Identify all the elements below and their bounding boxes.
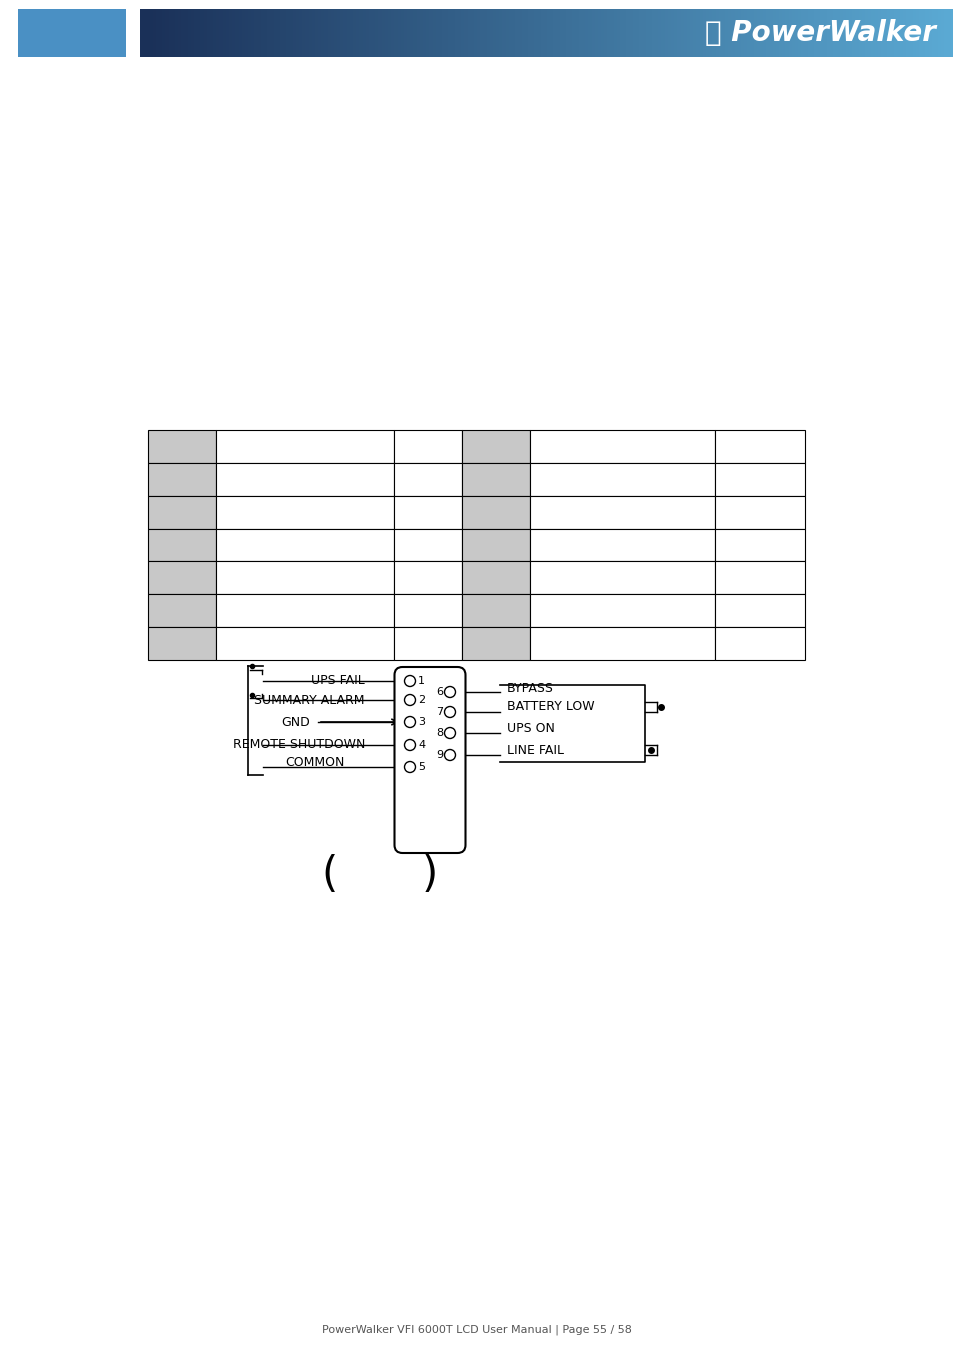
Bar	[215, 627, 394, 660]
Bar	[461, 627, 530, 660]
Bar	[148, 430, 215, 462]
Bar	[461, 496, 530, 529]
Bar	[394, 529, 461, 561]
Bar	[530, 595, 714, 627]
Bar	[461, 529, 530, 561]
Bar	[714, 627, 804, 660]
Bar	[530, 627, 714, 660]
Text: 5: 5	[417, 763, 424, 772]
Text: PowerWalker VFI 6000T LCD User Manual | Page 55 / 58: PowerWalker VFI 6000T LCD User Manual | …	[322, 1325, 631, 1336]
Text: REMOTE SHUTDOWN: REMOTE SHUTDOWN	[233, 738, 365, 752]
Bar	[394, 496, 461, 529]
Text: 9: 9	[436, 750, 442, 760]
Bar	[148, 462, 215, 496]
Bar	[18, 9, 126, 57]
Bar	[461, 430, 530, 462]
Text: ): )	[421, 854, 437, 896]
Text: 3: 3	[417, 717, 424, 727]
Text: COMMON: COMMON	[285, 756, 345, 768]
Bar	[148, 496, 215, 529]
Bar	[461, 561, 530, 595]
Bar	[148, 595, 215, 627]
Text: 6: 6	[436, 687, 442, 698]
Bar	[215, 561, 394, 595]
Text: (: (	[321, 854, 337, 896]
Circle shape	[444, 727, 455, 738]
Bar	[215, 529, 394, 561]
Bar	[530, 430, 714, 462]
Bar	[461, 595, 530, 627]
Bar	[148, 561, 215, 595]
Bar	[461, 462, 530, 496]
Text: BYPASS: BYPASS	[506, 681, 554, 695]
Text: ⓘ PowerWalker: ⓘ PowerWalker	[704, 19, 935, 47]
Bar	[530, 462, 714, 496]
Bar	[394, 561, 461, 595]
Text: BATTERY LOW: BATTERY LOW	[506, 700, 594, 714]
Bar	[394, 462, 461, 496]
Circle shape	[404, 717, 416, 727]
Text: 7: 7	[436, 707, 442, 717]
Bar	[714, 430, 804, 462]
Bar	[215, 462, 394, 496]
Bar	[530, 529, 714, 561]
Bar	[714, 561, 804, 595]
Bar	[714, 496, 804, 529]
Bar	[215, 595, 394, 627]
Text: 8: 8	[436, 727, 442, 738]
Bar	[148, 627, 215, 660]
Text: 1: 1	[417, 676, 424, 685]
Circle shape	[444, 687, 455, 698]
Text: SUMMARY ALARM: SUMMARY ALARM	[254, 694, 365, 707]
Bar	[394, 627, 461, 660]
Bar	[714, 529, 804, 561]
Bar	[714, 462, 804, 496]
Bar	[215, 430, 394, 462]
Circle shape	[404, 761, 416, 772]
Text: 4: 4	[417, 740, 425, 750]
Circle shape	[404, 676, 416, 687]
Circle shape	[404, 695, 416, 706]
Bar	[714, 595, 804, 627]
Bar	[148, 529, 215, 561]
Circle shape	[444, 749, 455, 760]
Circle shape	[404, 740, 416, 750]
Bar	[215, 496, 394, 529]
Text: UPS FAIL: UPS FAIL	[311, 675, 365, 688]
FancyBboxPatch shape	[395, 667, 465, 853]
Bar	[394, 430, 461, 462]
Text: 2: 2	[417, 695, 425, 704]
Circle shape	[444, 707, 455, 718]
Text: LINE FAIL: LINE FAIL	[506, 744, 563, 757]
Text: UPS ON: UPS ON	[506, 722, 555, 734]
Bar	[394, 595, 461, 627]
Text: GND: GND	[281, 715, 310, 729]
Bar	[530, 561, 714, 595]
Bar	[530, 496, 714, 529]
